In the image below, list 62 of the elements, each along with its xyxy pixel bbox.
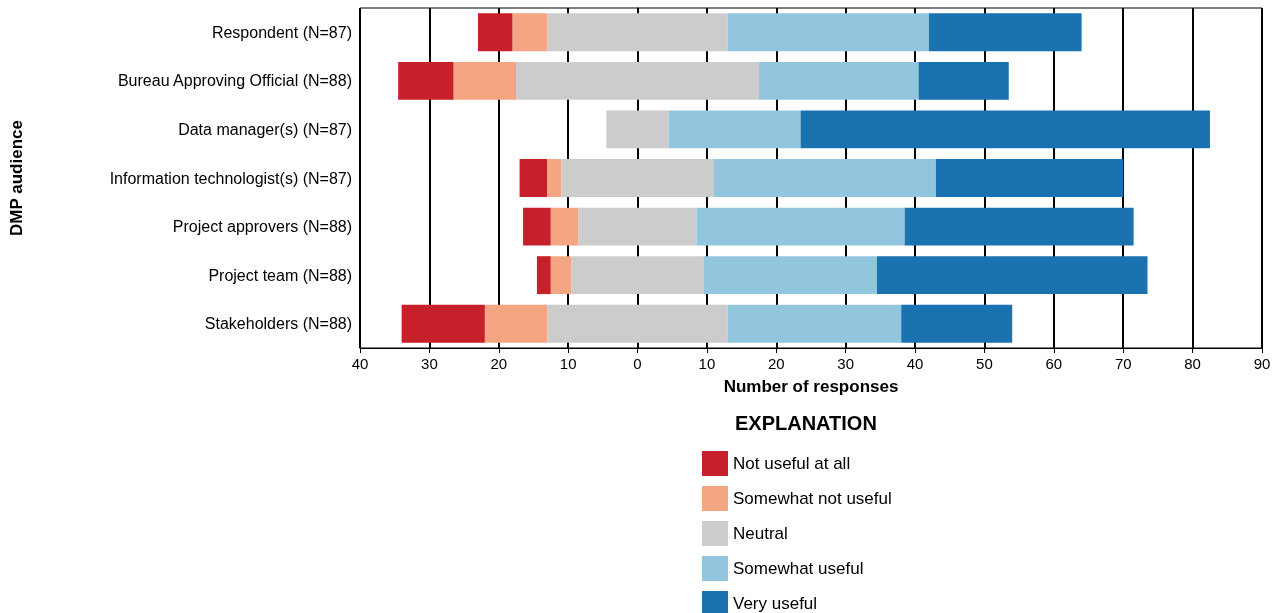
x-tick-label: 30 <box>421 355 438 372</box>
legend-label: Somewhat not useful <box>733 489 892 508</box>
x-tick-label: 80 <box>1184 355 1201 372</box>
bar <box>398 61 454 100</box>
bar <box>935 159 1124 197</box>
x-tick-label: 70 <box>1114 355 1132 372</box>
bar <box>484 304 548 343</box>
bar <box>547 304 728 343</box>
bar <box>536 256 551 295</box>
y-tick-label: Data manager(s) (N=87) <box>178 120 352 138</box>
x-tick-label: 10 <box>698 355 716 372</box>
legend-title: EXPLANATION <box>735 412 877 434</box>
bar <box>901 304 1013 343</box>
x-axis-title: Number of responses <box>723 377 899 396</box>
bar <box>904 207 1134 246</box>
x-tick-label: 0 <box>633 355 642 372</box>
bar <box>401 304 485 343</box>
y-tick-label: Bureau Approving Official (N=88) <box>117 72 352 90</box>
y-tick-label: Information technologist(s) (N=87) <box>109 169 352 187</box>
bar <box>550 207 579 246</box>
bar <box>519 159 548 197</box>
bar <box>571 256 704 295</box>
bar <box>512 13 548 52</box>
x-tick-label: 60 <box>1045 355 1063 372</box>
bar <box>758 61 919 100</box>
y-tick-label: Project team (N=88) <box>208 266 352 284</box>
y-tick-label: Project approvers (N=88) <box>172 218 352 236</box>
bar <box>918 61 1009 100</box>
legend-label: Very useful <box>733 594 818 613</box>
x-tick-label: 50 <box>976 355 993 372</box>
bar <box>453 61 517 100</box>
bar <box>477 13 513 52</box>
bar <box>928 13 1082 52</box>
y-tick-label: Stakeholders (N=88) <box>204 315 352 333</box>
x-tick-label: 40 <box>351 355 369 372</box>
bar <box>713 159 936 197</box>
bar <box>703 256 877 295</box>
bar <box>606 110 669 149</box>
x-tick-label: 20 <box>490 355 508 372</box>
x-tick-label: 20 <box>767 355 785 372</box>
bar <box>696 207 905 246</box>
y-axis-title: DMP audience <box>7 120 26 236</box>
bar <box>578 207 697 246</box>
legend-label: Neutral <box>733 524 788 543</box>
bar <box>727 13 929 52</box>
bar <box>547 13 728 52</box>
x-tick-label: 40 <box>906 355 924 372</box>
x-tick-label: 30 <box>837 355 855 372</box>
bar <box>547 159 562 197</box>
bar <box>800 110 1210 149</box>
bar <box>668 110 801 149</box>
y-tick-label: Respondent (N=87) <box>211 23 352 41</box>
legend-label: Somewhat useful <box>733 559 864 578</box>
bar <box>516 61 759 100</box>
bar <box>561 159 714 197</box>
bar <box>550 256 572 295</box>
bar <box>727 304 902 343</box>
bar <box>523 207 551 246</box>
x-tick-label: 90 <box>1253 355 1271 372</box>
x-tick-label: 10 <box>559 355 577 372</box>
bar <box>876 256 1148 295</box>
legend-label: Not useful at all <box>733 454 851 473</box>
